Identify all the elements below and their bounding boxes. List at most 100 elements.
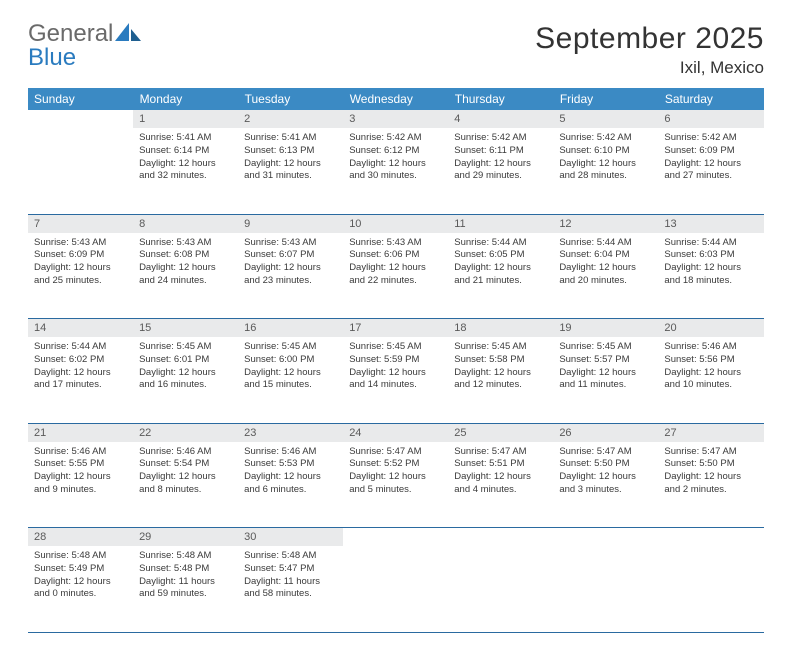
- day-cell: Sunrise: 5:45 AMSunset: 6:01 PMDaylight:…: [133, 337, 238, 423]
- sunset-line: Sunset: 6:03 PM: [664, 249, 757, 262]
- sunset-line: Sunset: 5:59 PM: [349, 354, 442, 367]
- day-number-cell: 18: [448, 319, 553, 338]
- day-cell: Sunrise: 5:45 AMSunset: 5:58 PMDaylight:…: [448, 337, 553, 423]
- day-content-row: Sunrise: 5:41 AMSunset: 6:14 PMDaylight:…: [28, 128, 764, 214]
- sunrise-line: Sunrise: 5:41 AM: [244, 132, 337, 145]
- day-number-cell: 17: [343, 319, 448, 338]
- sunset-line: Sunset: 6:04 PM: [559, 249, 652, 262]
- day-details: Sunrise: 5:44 AMSunset: 6:05 PMDaylight:…: [448, 233, 553, 294]
- day-number-cell: 5: [553, 110, 658, 128]
- day-details: Sunrise: 5:42 AMSunset: 6:11 PMDaylight:…: [448, 128, 553, 189]
- day-details: Sunrise: 5:42 AMSunset: 6:12 PMDaylight:…: [343, 128, 448, 189]
- day-details: Sunrise: 5:43 AMSunset: 6:07 PMDaylight:…: [238, 233, 343, 294]
- sunset-line: Sunset: 5:51 PM: [454, 458, 547, 471]
- day-details: Sunrise: 5:44 AMSunset: 6:02 PMDaylight:…: [28, 337, 133, 398]
- sunset-line: Sunset: 6:10 PM: [559, 145, 652, 158]
- daylight-line: Daylight: 12 hours and 20 minutes.: [559, 262, 652, 288]
- day-details: Sunrise: 5:47 AMSunset: 5:51 PMDaylight:…: [448, 442, 553, 503]
- sunset-line: Sunset: 6:14 PM: [139, 145, 232, 158]
- day-cell: Sunrise: 5:42 AMSunset: 6:09 PMDaylight:…: [658, 128, 763, 214]
- daylight-line: Daylight: 12 hours and 15 minutes.: [244, 367, 337, 393]
- day-number-cell: [28, 110, 133, 128]
- day-number-cell: 21: [28, 423, 133, 442]
- daylight-line: Daylight: 12 hours and 21 minutes.: [454, 262, 547, 288]
- day-number-cell: 15: [133, 319, 238, 338]
- day-number-cell: 25: [448, 423, 553, 442]
- day-cell: Sunrise: 5:46 AMSunset: 5:54 PMDaylight:…: [133, 442, 238, 528]
- day-cell: [28, 128, 133, 214]
- sunset-line: Sunset: 5:48 PM: [139, 563, 232, 576]
- day-details: Sunrise: 5:44 AMSunset: 6:03 PMDaylight:…: [658, 233, 763, 294]
- day-number-row: 14151617181920: [28, 319, 764, 338]
- daylight-line: Daylight: 12 hours and 9 minutes.: [34, 471, 127, 497]
- sunrise-line: Sunrise: 5:45 AM: [139, 341, 232, 354]
- sunrise-line: Sunrise: 5:43 AM: [139, 237, 232, 250]
- day-details: Sunrise: 5:43 AMSunset: 6:08 PMDaylight:…: [133, 233, 238, 294]
- weekday-header: Saturday: [658, 88, 763, 110]
- day-details: Sunrise: 5:47 AMSunset: 5:50 PMDaylight:…: [658, 442, 763, 503]
- day-cell: Sunrise: 5:43 AMSunset: 6:08 PMDaylight:…: [133, 233, 238, 319]
- brand-logo: General Blue: [28, 22, 141, 70]
- sunset-line: Sunset: 6:07 PM: [244, 249, 337, 262]
- daylight-line: Daylight: 12 hours and 4 minutes.: [454, 471, 547, 497]
- sunrise-line: Sunrise: 5:47 AM: [454, 446, 547, 459]
- day-number-cell: 4: [448, 110, 553, 128]
- day-cell: Sunrise: 5:41 AMSunset: 6:14 PMDaylight:…: [133, 128, 238, 214]
- day-cell: Sunrise: 5:47 AMSunset: 5:50 PMDaylight:…: [553, 442, 658, 528]
- day-number-cell: [658, 528, 763, 547]
- sunset-line: Sunset: 5:50 PM: [559, 458, 652, 471]
- daylight-line: Daylight: 12 hours and 24 minutes.: [139, 262, 232, 288]
- day-number-cell: 19: [553, 319, 658, 338]
- day-cell: Sunrise: 5:42 AMSunset: 6:11 PMDaylight:…: [448, 128, 553, 214]
- sunset-line: Sunset: 6:09 PM: [34, 249, 127, 262]
- sunset-line: Sunset: 6:01 PM: [139, 354, 232, 367]
- sunset-line: Sunset: 6:06 PM: [349, 249, 442, 262]
- sunset-line: Sunset: 6:08 PM: [139, 249, 232, 262]
- day-cell: Sunrise: 5:44 AMSunset: 6:02 PMDaylight:…: [28, 337, 133, 423]
- daylight-line: Daylight: 12 hours and 28 minutes.: [559, 158, 652, 184]
- weekday-header-row: SundayMondayTuesdayWednesdayThursdayFrid…: [28, 88, 764, 110]
- day-cell: Sunrise: 5:43 AMSunset: 6:07 PMDaylight:…: [238, 233, 343, 319]
- day-cell: Sunrise: 5:46 AMSunset: 5:55 PMDaylight:…: [28, 442, 133, 528]
- daylight-line: Daylight: 12 hours and 31 minutes.: [244, 158, 337, 184]
- daylight-line: Daylight: 12 hours and 27 minutes.: [664, 158, 757, 184]
- day-details: Sunrise: 5:43 AMSunset: 6:06 PMDaylight:…: [343, 233, 448, 294]
- daylight-line: Daylight: 12 hours and 5 minutes.: [349, 471, 442, 497]
- sunrise-line: Sunrise: 5:44 AM: [454, 237, 547, 250]
- day-number-cell: [343, 528, 448, 547]
- day-number-cell: 29: [133, 528, 238, 547]
- sunset-line: Sunset: 6:02 PM: [34, 354, 127, 367]
- sunset-line: Sunset: 5:53 PM: [244, 458, 337, 471]
- sunrise-line: Sunrise: 5:44 AM: [34, 341, 127, 354]
- day-details: Sunrise: 5:41 AMSunset: 6:13 PMDaylight:…: [238, 128, 343, 189]
- day-details: Sunrise: 5:45 AMSunset: 6:00 PMDaylight:…: [238, 337, 343, 398]
- sunrise-line: Sunrise: 5:45 AM: [454, 341, 547, 354]
- day-number-cell: 7: [28, 214, 133, 233]
- sunrise-line: Sunrise: 5:44 AM: [559, 237, 652, 250]
- sunset-line: Sunset: 5:55 PM: [34, 458, 127, 471]
- weekday-header: Friday: [553, 88, 658, 110]
- day-details: Sunrise: 5:45 AMSunset: 5:59 PMDaylight:…: [343, 337, 448, 398]
- daylight-line: Daylight: 12 hours and 18 minutes.: [664, 262, 757, 288]
- day-number-cell: 6: [658, 110, 763, 128]
- sunrise-line: Sunrise: 5:46 AM: [139, 446, 232, 459]
- day-number-row: 282930: [28, 528, 764, 547]
- day-cell: Sunrise: 5:45 AMSunset: 6:00 PMDaylight:…: [238, 337, 343, 423]
- day-cell: [343, 546, 448, 632]
- weekday-header: Wednesday: [343, 88, 448, 110]
- sunrise-line: Sunrise: 5:42 AM: [559, 132, 652, 145]
- daylight-line: Daylight: 12 hours and 32 minutes.: [139, 158, 232, 184]
- day-details: Sunrise: 5:45 AMSunset: 5:58 PMDaylight:…: [448, 337, 553, 398]
- day-number-cell: 14: [28, 319, 133, 338]
- day-cell: Sunrise: 5:45 AMSunset: 5:59 PMDaylight:…: [343, 337, 448, 423]
- sunrise-line: Sunrise: 5:42 AM: [349, 132, 442, 145]
- sunrise-line: Sunrise: 5:41 AM: [139, 132, 232, 145]
- sunset-line: Sunset: 6:00 PM: [244, 354, 337, 367]
- day-cell: [658, 546, 763, 632]
- header: General Blue September 2025 Ixil, Mexico: [28, 22, 764, 78]
- day-details: Sunrise: 5:43 AMSunset: 6:09 PMDaylight:…: [28, 233, 133, 294]
- brand-part1: General: [28, 20, 113, 47]
- day-cell: Sunrise: 5:42 AMSunset: 6:12 PMDaylight:…: [343, 128, 448, 214]
- day-cell: Sunrise: 5:43 AMSunset: 6:09 PMDaylight:…: [28, 233, 133, 319]
- day-number-cell: 13: [658, 214, 763, 233]
